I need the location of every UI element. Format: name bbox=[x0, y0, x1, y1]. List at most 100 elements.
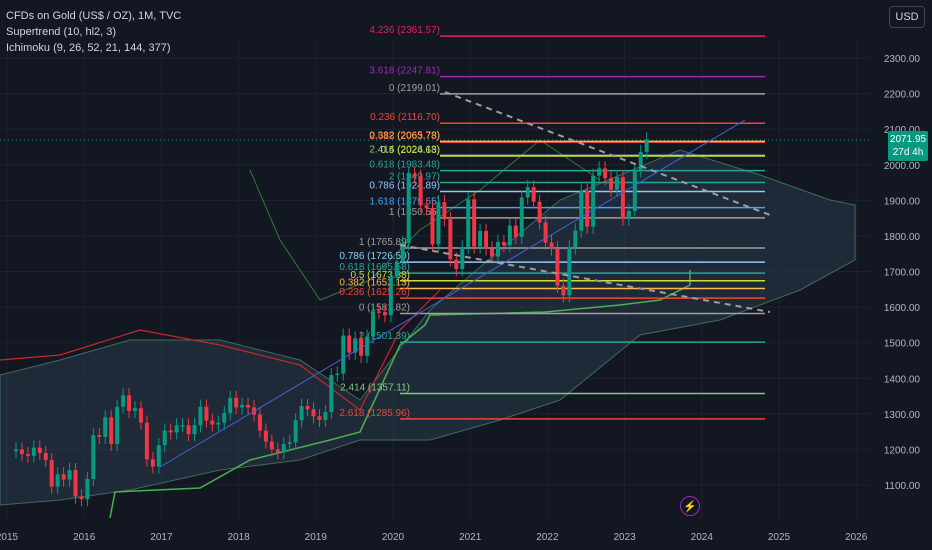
candle-body bbox=[614, 177, 619, 190]
candle-body bbox=[109, 417, 114, 445]
candle-body bbox=[507, 225, 512, 246]
candle-body bbox=[222, 413, 227, 423]
candle-body bbox=[442, 202, 447, 220]
candle-body bbox=[549, 242, 554, 249]
candle-body bbox=[79, 496, 84, 500]
candle-body bbox=[478, 230, 483, 247]
candle-body bbox=[620, 177, 625, 219]
chikou-line bbox=[249, 139, 601, 301]
fib-label: 4.236 (2361.57) bbox=[369, 25, 440, 36]
candle-body bbox=[67, 470, 72, 480]
candle-body bbox=[299, 406, 304, 421]
candle-body bbox=[19, 449, 24, 455]
candle-body bbox=[359, 338, 364, 356]
candle-body bbox=[275, 449, 280, 453]
candle-body bbox=[347, 335, 352, 353]
x-tick-label: 2024 bbox=[691, 532, 714, 543]
fib-label: 0 (2199.01) bbox=[389, 83, 440, 94]
candle-body bbox=[388, 276, 393, 316]
candle-body bbox=[186, 425, 191, 435]
fib-label: 0.618 (1983.48) bbox=[369, 160, 440, 171]
candle-body bbox=[644, 139, 649, 152]
candle-body bbox=[537, 201, 542, 223]
candle-body bbox=[591, 175, 596, 227]
x-tick-label: 2021 bbox=[459, 532, 482, 543]
candle-body bbox=[138, 408, 143, 423]
y-tick-label: 1100.00 bbox=[885, 481, 921, 492]
candle-body bbox=[228, 397, 233, 414]
fib-label: 0.786 (1726.50) bbox=[339, 251, 410, 262]
fib-label: 0.618 (1695.58) bbox=[339, 262, 410, 273]
candle-body bbox=[150, 459, 155, 467]
y-tick-label: 1400.00 bbox=[884, 374, 921, 385]
candle-body bbox=[603, 168, 608, 179]
candle-body bbox=[263, 430, 268, 442]
candle-body bbox=[585, 190, 590, 227]
candle-body bbox=[216, 422, 221, 425]
fib-label: 0.5 (2024.63) bbox=[381, 145, 441, 156]
candle-body bbox=[406, 173, 411, 244]
candle-body bbox=[240, 404, 245, 408]
candle-body bbox=[436, 202, 441, 245]
candle-body bbox=[49, 460, 54, 487]
candle-body bbox=[204, 406, 209, 421]
candle-body bbox=[454, 259, 459, 270]
candle-body bbox=[257, 414, 262, 431]
currency-button[interactable]: USD bbox=[889, 6, 925, 28]
candle-body bbox=[43, 452, 48, 461]
y-tick-label: 1300.00 bbox=[884, 410, 921, 421]
fib-label: 2.618 (2063.73) bbox=[369, 131, 440, 142]
candle-body bbox=[180, 425, 185, 427]
lightning-icon[interactable]: ⚡ bbox=[680, 496, 700, 516]
candle-body bbox=[127, 395, 132, 411]
candle-body bbox=[85, 478, 90, 500]
candle-body bbox=[73, 470, 78, 497]
candle-body bbox=[97, 435, 102, 437]
candle-body bbox=[567, 247, 572, 296]
candle-body bbox=[293, 420, 298, 443]
candle-body bbox=[495, 241, 500, 257]
candle-body bbox=[91, 435, 96, 479]
last-price-tag: 2071.95 27d 4h bbox=[888, 131, 928, 161]
candle-body bbox=[25, 454, 30, 456]
candle-body bbox=[14, 449, 18, 452]
candle-body bbox=[632, 170, 637, 212]
candle-body bbox=[525, 187, 530, 198]
trend-line bbox=[159, 119, 746, 468]
candle-body bbox=[466, 199, 471, 248]
candle-body bbox=[484, 230, 489, 249]
fib-label: 0.236 (1625.26) bbox=[339, 287, 410, 298]
candle-body bbox=[210, 420, 215, 425]
candle-body bbox=[579, 190, 584, 231]
y-tick-label: 1200.00 bbox=[884, 445, 921, 456]
candle-body bbox=[513, 225, 518, 237]
fib-label: 0.382 (2065.78) bbox=[369, 130, 440, 141]
candle-body bbox=[394, 261, 399, 277]
candle-body bbox=[424, 205, 429, 209]
candle-body bbox=[55, 474, 60, 487]
candle-body bbox=[353, 338, 358, 353]
symbol-title[interactable]: CFDs on Gold (US$ / OZ), 1M, TVC bbox=[6, 10, 182, 22]
candle-body bbox=[448, 219, 453, 260]
supertrend-label[interactable]: Supertrend (10, hl2, 3) bbox=[6, 26, 117, 38]
candle-body bbox=[121, 395, 126, 407]
candle-body bbox=[543, 222, 548, 243]
candle-body bbox=[400, 243, 405, 262]
countdown: 27d 4h bbox=[892, 147, 924, 158]
x-tick-label: 2026 bbox=[845, 532, 868, 543]
candle-body bbox=[234, 397, 239, 408]
candle-body bbox=[609, 178, 613, 190]
candle-body bbox=[168, 430, 173, 433]
x-axis: 2015 2016 2017 2018 2019 2020 2021 2022 2023 2024… bbox=[0, 532, 868, 543]
dashed-trend-line bbox=[399, 244, 771, 313]
y-tick-label: 2000.00 bbox=[884, 161, 921, 172]
ichimoku-label[interactable]: Ichimoku (9, 26, 52, 21, 144, 377) bbox=[6, 42, 171, 54]
candle-body bbox=[519, 197, 524, 237]
candle-body bbox=[281, 444, 286, 453]
fib-label: 2.414 (2026.18) bbox=[369, 144, 440, 155]
candle-body bbox=[61, 474, 66, 480]
y-tick-label: 1700.00 bbox=[884, 268, 921, 279]
candle-body bbox=[638, 151, 643, 171]
candle-body bbox=[371, 311, 375, 337]
